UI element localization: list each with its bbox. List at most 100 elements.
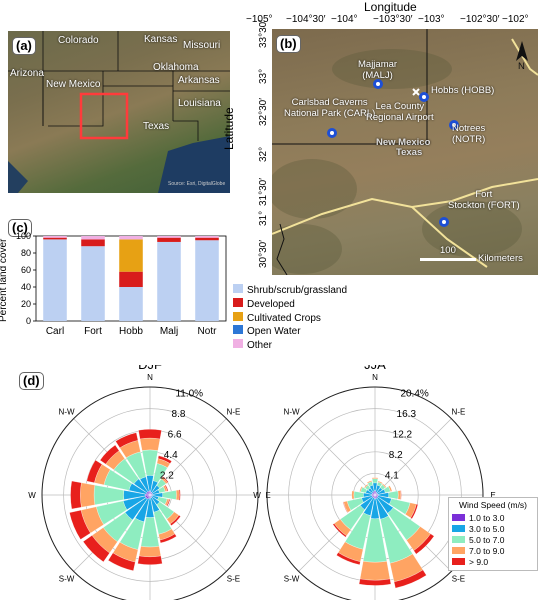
lon-tick: −104° xyxy=(331,14,358,25)
rose-petal xyxy=(159,533,177,544)
wind-tower-icon xyxy=(439,217,449,227)
rose-petal xyxy=(175,489,180,501)
rose-petal xyxy=(82,535,110,563)
x-tick-label: Notr xyxy=(198,326,218,337)
rose-petal xyxy=(388,485,393,492)
scale-value: 100 xyxy=(440,245,456,256)
rose-petal xyxy=(342,501,349,513)
lon-tick: −105° xyxy=(246,14,273,25)
rose-petal xyxy=(336,552,361,565)
y-tick-label: 40 xyxy=(21,282,31,292)
border-label-tx: Texas xyxy=(396,147,423,158)
legend-item: Developed xyxy=(233,297,347,312)
pacific-water xyxy=(8,161,28,193)
rose-petal xyxy=(393,569,427,589)
rose-petal xyxy=(353,491,364,499)
y-tick-label: 80 xyxy=(21,248,31,258)
site-label-fort: Fort Stockton (FORT) xyxy=(448,189,520,211)
bar-segment xyxy=(157,236,181,238)
rose-petal xyxy=(359,561,391,581)
direction-label: N-W xyxy=(59,408,75,417)
rose-petal xyxy=(332,523,347,538)
land-cover-legend: Shrub/scrub/grassland Developed Cultivat… xyxy=(233,284,347,353)
map-credit: Source: Esri, DigitalGlobe xyxy=(168,181,226,187)
wind-rose-JJA: 4.18.212.216.320.4%NN-EES-ESS-WWN-WJJA xyxy=(253,365,496,600)
legend-item: 3.0 to 5.0 xyxy=(452,524,534,535)
rose-petal xyxy=(86,459,103,483)
x-tick-label: Hobb xyxy=(119,326,143,337)
wind-speed-legend: Wind Speed (m/s) 1.0 to 3.0 3.0 to 5.0 5… xyxy=(448,497,538,571)
lon-tick: −103° xyxy=(418,14,445,25)
bar-segment xyxy=(81,236,105,240)
bar-segment xyxy=(43,237,67,240)
rose-outline xyxy=(266,386,484,600)
rose-petal xyxy=(413,533,435,555)
lat-tick: 31°30′ xyxy=(258,177,269,206)
rose-petal xyxy=(107,552,136,571)
rose-petal xyxy=(157,455,172,464)
rose-petal xyxy=(397,490,402,500)
grid-spoke xyxy=(298,418,376,496)
site-code: National Park (CARL) xyxy=(284,108,376,119)
site-code: Stockton (FORT) xyxy=(448,200,520,211)
lon-tick: −102°30′ xyxy=(460,14,500,25)
state-borders xyxy=(8,31,230,141)
panel-d-label: (d) xyxy=(19,372,44,390)
state-label: Kansas xyxy=(144,34,178,45)
wind-rose-DJF: 2.24.46.68.811.0%NN-EES-ESS-WWN-WDJF xyxy=(28,365,271,600)
rose-petal xyxy=(351,490,355,500)
bar-segment xyxy=(195,236,219,238)
bar-segment xyxy=(157,241,181,321)
direction-label: N xyxy=(147,373,153,382)
lat-tick: 32° xyxy=(258,146,269,162)
legend-title: Wind Speed (m/s) xyxy=(458,500,528,510)
direction-label: S-W xyxy=(284,574,300,583)
wind-roses: 2.24.46.68.811.0%NN-EES-ESS-WWN-WDJF4.18… xyxy=(28,365,496,600)
legend-item: 7.0 to 9.0 xyxy=(452,546,534,557)
state-label: New Mexico xyxy=(46,79,101,90)
x-tick-label: Carl xyxy=(46,326,64,337)
rose-outline xyxy=(41,386,259,600)
state-label: Oklahoma xyxy=(153,62,199,73)
rose-petal xyxy=(366,480,373,484)
terrain-texture xyxy=(272,49,522,274)
wind-tower-icon xyxy=(373,79,383,89)
rose-petal xyxy=(115,432,139,449)
direction-label: N-W xyxy=(284,408,300,417)
ring-label: 12.2 xyxy=(393,429,413,440)
site-code: (NOTR) xyxy=(452,134,486,145)
lat-tick: 30°30′ xyxy=(258,239,269,268)
rose-petal xyxy=(70,480,82,510)
grid-spoke xyxy=(374,418,452,496)
y-tick-label: 0 xyxy=(26,316,31,326)
state-label: Arizona xyxy=(10,68,44,79)
site-label-lea: Lea County Regional Airport xyxy=(366,101,434,123)
ring-label: 4.1 xyxy=(385,470,399,481)
rose-petal xyxy=(139,437,161,451)
site-name: Lea County xyxy=(375,101,425,112)
x-tick-label: Malj xyxy=(160,326,178,337)
lat-tick: 31° xyxy=(258,210,269,226)
state-label: Texas xyxy=(143,121,170,132)
wind-tower-icon xyxy=(327,128,337,138)
state-label: Colorado xyxy=(58,35,99,46)
river xyxy=(276,223,288,275)
ring-label: 2.2 xyxy=(160,470,174,481)
map-a: (a) Colorado Kansas Missouri Arizona Okl… xyxy=(8,31,230,193)
lon-tick: −102° xyxy=(502,14,529,25)
rose-petal xyxy=(388,490,399,500)
rose-petal xyxy=(410,503,419,519)
rose-petal xyxy=(138,429,162,440)
direction-label: E xyxy=(265,491,270,500)
site-label-hobb: Hobbs (HOBB) xyxy=(431,85,494,96)
rose-petal xyxy=(400,490,402,500)
bar-segment xyxy=(81,246,105,321)
rose-petal xyxy=(164,484,169,492)
lon-tick: −103°30′ xyxy=(373,14,413,25)
north-label: N xyxy=(518,61,525,72)
bar-segment xyxy=(43,239,67,321)
bar-segment xyxy=(81,239,105,247)
lon-axis-title: Longitude xyxy=(364,0,417,14)
state-label: Arkansas xyxy=(178,75,220,86)
rose-petal xyxy=(137,555,163,565)
